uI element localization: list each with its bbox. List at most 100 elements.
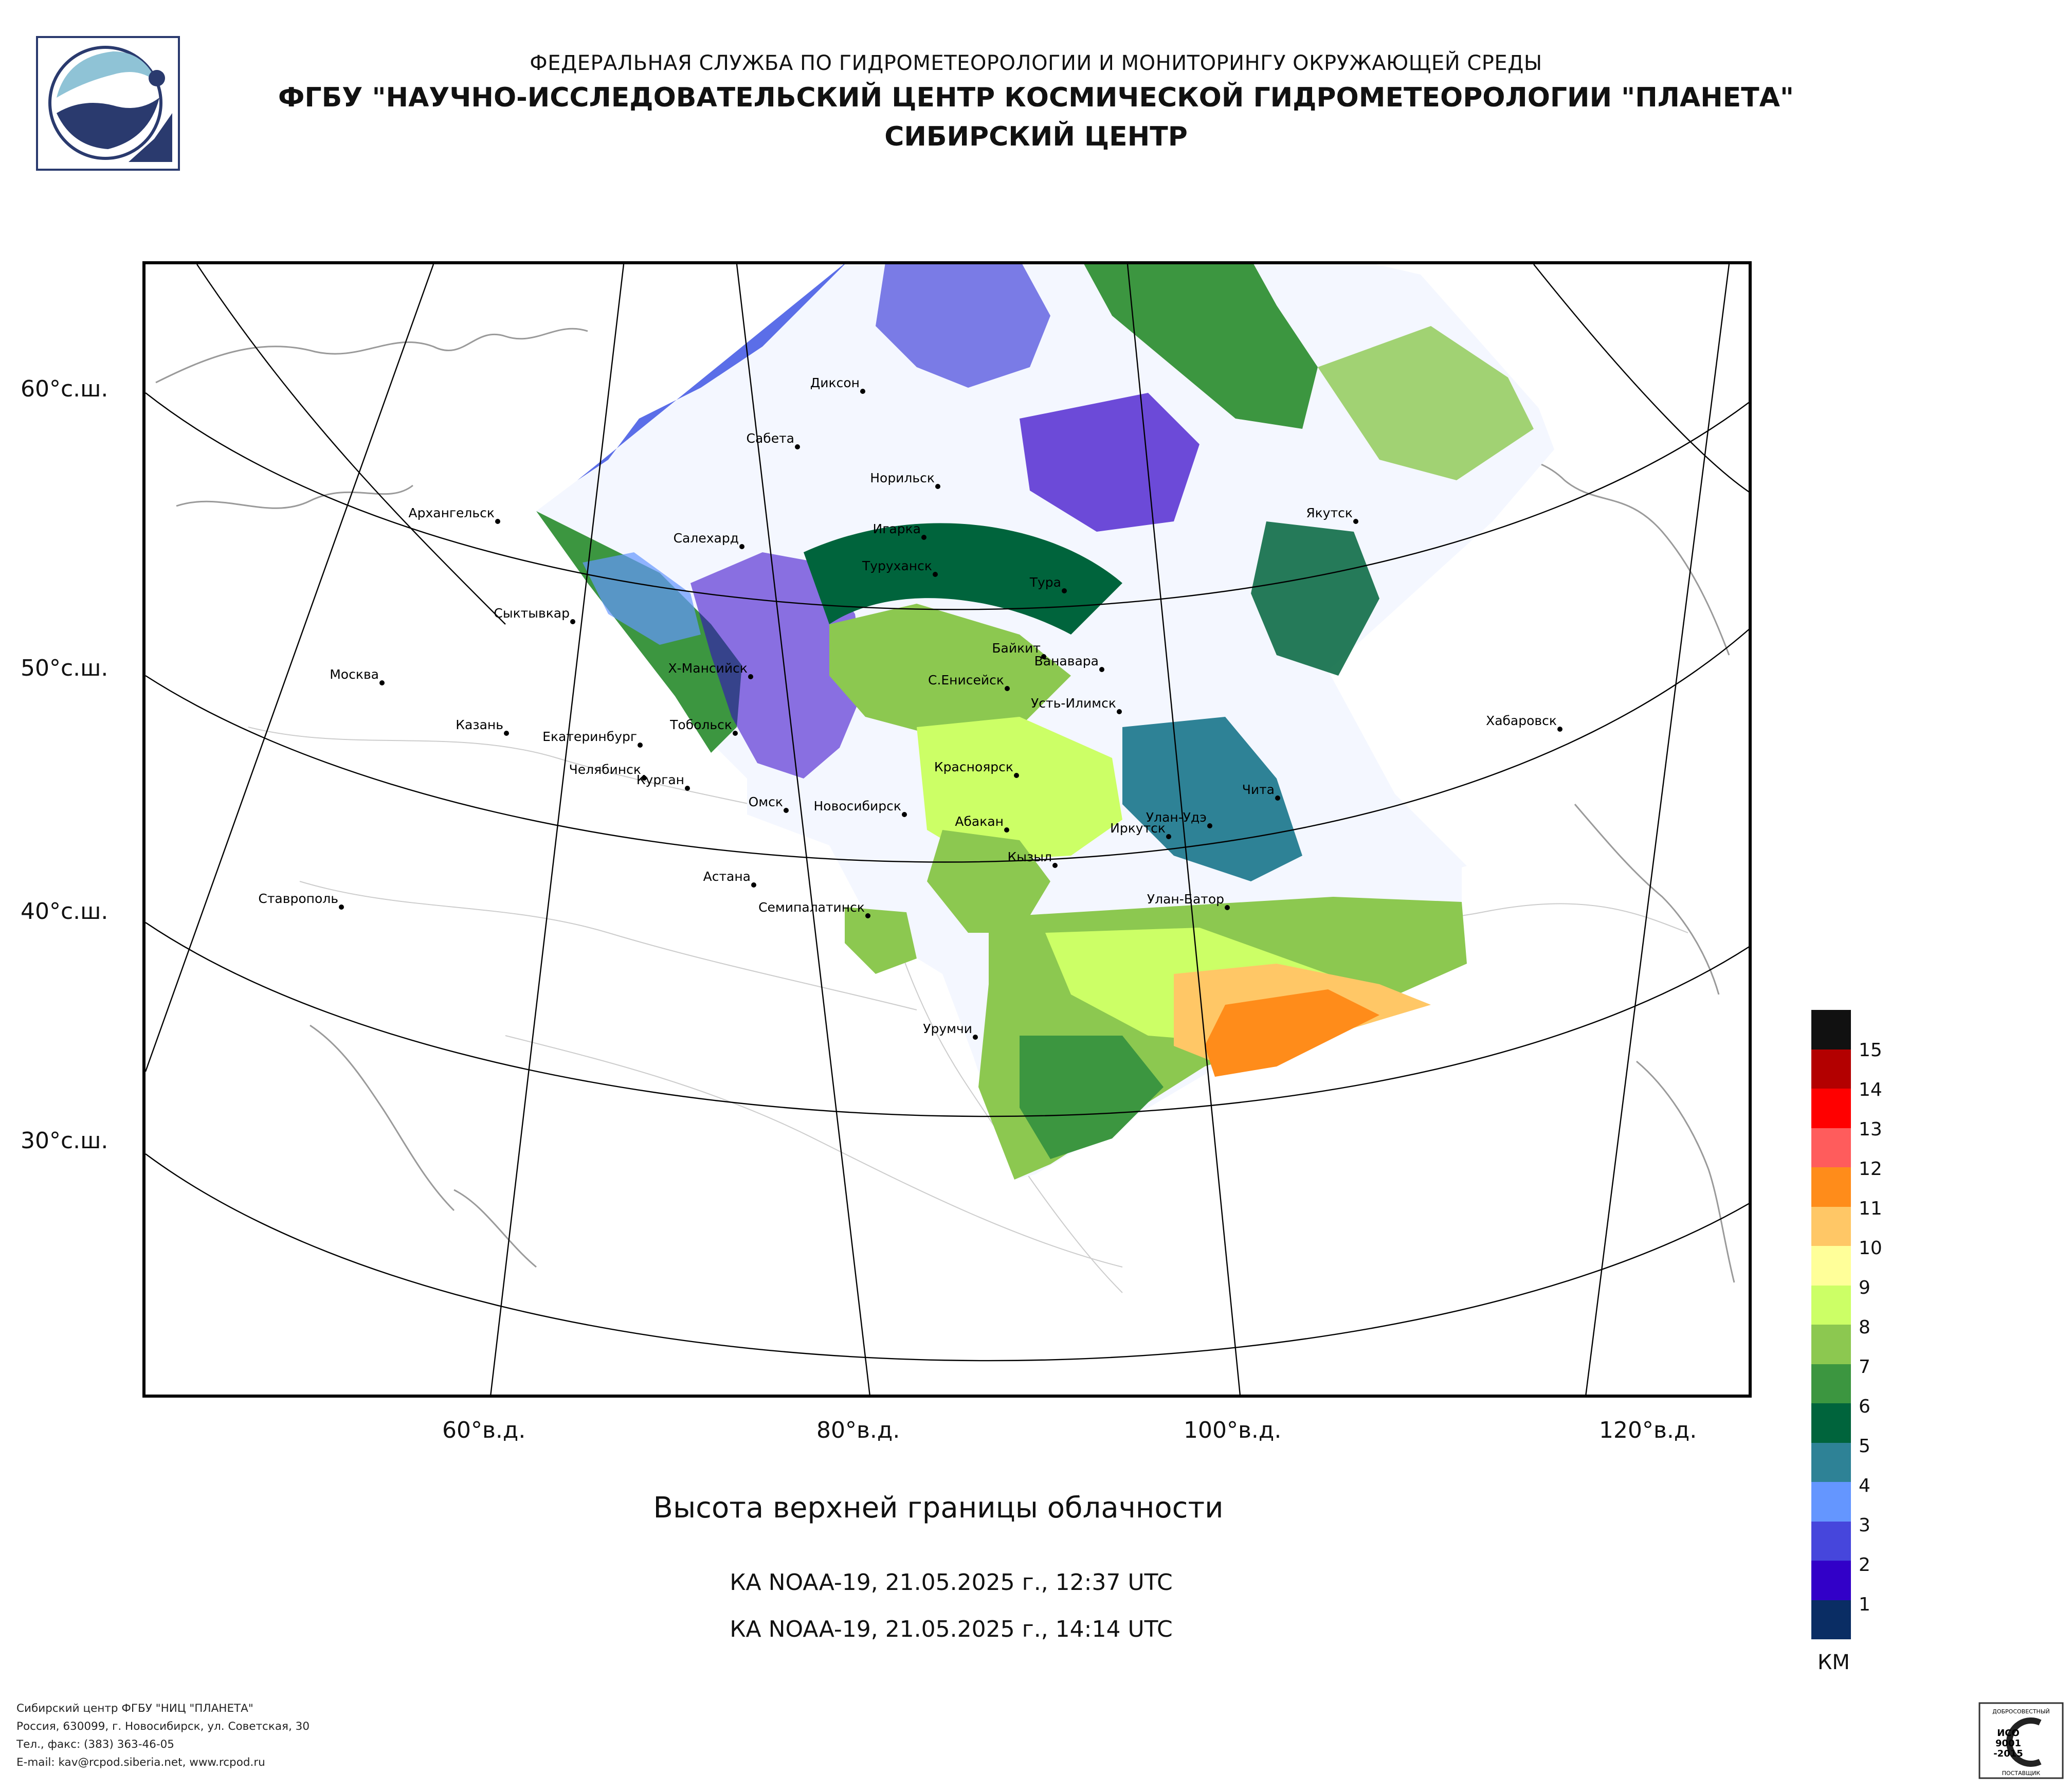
city-label: Екатеринбург xyxy=(542,729,637,744)
city-label: Диксон xyxy=(810,375,860,390)
legend-tick-label: 9 xyxy=(1859,1277,1870,1298)
footer-line-phone: Тел., факс: (383) 363-46-05 xyxy=(16,1738,174,1751)
city-label: Ставрополь xyxy=(258,891,338,906)
lon-label-120: 120°в.д. xyxy=(1599,1417,1697,1443)
legend-swatch xyxy=(1811,1167,1851,1207)
city-dot xyxy=(902,812,907,817)
satellite-pass-1: КА NOAA-19, 21.05.2025 г., 12:37 UTC xyxy=(730,1569,1173,1596)
city-dot xyxy=(795,444,800,449)
city-dot xyxy=(751,882,756,888)
city-label: Иркутск xyxy=(1110,821,1166,836)
legend-swatch xyxy=(1811,1049,1851,1089)
city-dot xyxy=(1207,823,1212,828)
institute-line: ФГБУ "НАУЧНО-ИССЛЕДОВАТЕЛЬСКИЙ ЦЕНТР КОС… xyxy=(278,82,1794,113)
city-dot xyxy=(1004,827,1009,833)
city-dot xyxy=(1225,905,1230,910)
city-label: Чита xyxy=(1242,782,1275,797)
footer-line-org: Сибирский центр ФГБУ "НИЦ "ПЛАНЕТА" xyxy=(16,1702,253,1715)
city-dot xyxy=(379,680,385,685)
center-line: СИБИРСКИЙ ЦЕНТР xyxy=(884,121,1188,152)
height-legend xyxy=(1811,1010,1851,1639)
legend-swatch xyxy=(1811,1561,1851,1600)
city-label: Челябинск xyxy=(569,762,641,777)
city-label: С.Енисейск xyxy=(928,673,1004,688)
legend-tick-label: 3 xyxy=(1859,1515,1870,1536)
city-dot xyxy=(784,808,789,813)
legend-tick-label: 13 xyxy=(1859,1119,1882,1140)
city-dot xyxy=(570,619,575,624)
cloud-swath xyxy=(536,264,1554,1180)
city-label: Москва xyxy=(330,667,379,682)
legend-tick-label: 12 xyxy=(1859,1159,1882,1180)
city-label: Ванавара xyxy=(1034,654,1099,668)
city-label: Игарка xyxy=(873,521,921,536)
legend-tick-label: 11 xyxy=(1859,1198,1882,1219)
satellite-pass-2: КА NOAA-19, 21.05.2025 г., 14:14 UTC xyxy=(730,1616,1173,1642)
city-dot xyxy=(504,731,509,736)
legend-tick-label: 6 xyxy=(1859,1396,1870,1417)
legend-tick-label: 4 xyxy=(1859,1475,1870,1496)
planeta-logo xyxy=(36,36,180,173)
cert-bottom-text: ПОСТАВЩИК xyxy=(2002,1770,2041,1777)
city-dot xyxy=(865,913,870,918)
city-label: Урумчи xyxy=(923,1021,972,1036)
city-label: Курган xyxy=(637,772,684,787)
legend-tick-label: 10 xyxy=(1859,1238,1882,1259)
footer-line-email: E-mail: kav@rcpod.siberia.net, www.rcpod… xyxy=(16,1756,265,1769)
city-dot xyxy=(935,484,940,489)
city-dot xyxy=(339,904,344,910)
city-dot xyxy=(1353,519,1358,524)
legend-swatch xyxy=(1811,1246,1851,1286)
lon-label-60: 60°в.д. xyxy=(442,1417,526,1443)
city-label: Сабета xyxy=(747,431,794,446)
city-label: Семипалатинск xyxy=(758,900,865,915)
legend-tick-label: 15 xyxy=(1859,1040,1882,1061)
legend-swatch xyxy=(1811,1442,1851,1482)
city-dot xyxy=(1117,709,1122,714)
city-dot xyxy=(1062,588,1067,593)
lat-label-30: 30°с.ш. xyxy=(21,1128,108,1154)
legend-swatch xyxy=(1811,1364,1851,1403)
cert-iso: ИСО xyxy=(1997,1728,2020,1739)
city-dot xyxy=(1557,727,1562,732)
city-dot xyxy=(642,775,647,781)
legend-swatch xyxy=(1811,1285,1851,1325)
legend-tick-label: 5 xyxy=(1859,1436,1870,1457)
lat-label-50: 50°с.ш. xyxy=(21,655,108,681)
cert-2015: -2015 xyxy=(1993,1748,2023,1759)
city-dot xyxy=(733,731,738,736)
city-dot xyxy=(739,544,744,549)
city-label: Тобольск xyxy=(669,717,732,732)
city-label: Якутск xyxy=(1306,505,1353,520)
city-dot xyxy=(1275,795,1280,801)
city-label: Улан-Батор xyxy=(1147,892,1224,907)
city-dot xyxy=(1166,834,1171,839)
agency-line: ФЕДЕРАЛЬНАЯ СЛУЖБА ПО ГИДРОМЕТЕОРОЛОГИИ … xyxy=(530,51,1542,75)
city-label: Сыктывкар xyxy=(494,606,570,621)
city-label: Х-Мансийск xyxy=(668,661,748,676)
city-markers: Диксон Сабета Норильск Архангельск Салехард И… xyxy=(258,375,1562,1040)
city-dot xyxy=(860,389,865,394)
legend-tick-label: 2 xyxy=(1859,1554,1870,1576)
city-label: Тура xyxy=(1029,575,1061,590)
city-dot xyxy=(1041,654,1046,659)
city-label: Омск xyxy=(749,794,783,809)
city-label: Астана xyxy=(703,869,751,884)
city-dot xyxy=(495,519,500,524)
map-frame: Диксон Сабета Норильск Архангельск Салехард И… xyxy=(142,261,1752,1398)
city-label: Новосибирск xyxy=(814,799,902,813)
city-label: Усть-Илимск xyxy=(1031,696,1116,711)
legend-tick-label: 1 xyxy=(1859,1594,1870,1615)
city-label: Салехард xyxy=(674,531,739,546)
city-dot xyxy=(1014,773,1019,778)
legend-swatch xyxy=(1811,1089,1851,1128)
city-dot xyxy=(973,1035,978,1040)
product-title: Высота верхней границы облачности xyxy=(653,1491,1224,1525)
lon-label-100: 100°в.д. xyxy=(1184,1417,1282,1443)
city-label: Абакан xyxy=(955,814,1004,829)
city-dot xyxy=(1099,667,1104,672)
legend-tick-label: 7 xyxy=(1859,1356,1870,1378)
graticule xyxy=(146,264,1749,1395)
footer-contacts: Сибирский центр ФГБУ "НИЦ "ПЛАНЕТА" Росс… xyxy=(16,1699,310,1771)
cert-9001: 9001 xyxy=(1995,1738,2021,1749)
